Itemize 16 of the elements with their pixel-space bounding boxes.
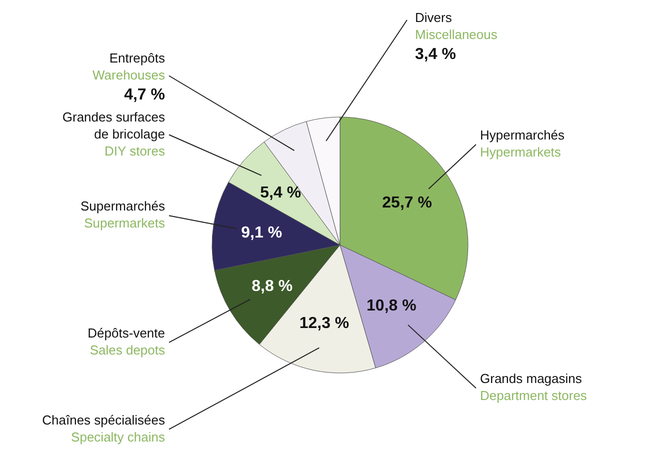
slice-label: Grands magasins Department stores bbox=[480, 371, 588, 404]
data-label: 3,4 % bbox=[415, 46, 456, 63]
slice-label: Supermarchés Supermarkets bbox=[80, 198, 166, 231]
slice-label: Entrepôts Warehouses bbox=[92, 50, 166, 82]
data-label: 25,7 % bbox=[382, 194, 432, 212]
slice-label: Dépôts-vente Sales depots bbox=[88, 325, 166, 358]
data-label: 9,1 % bbox=[241, 224, 282, 242]
slice-label: Grandes surfaces de bricolage DIY stores bbox=[62, 109, 166, 158]
data-label: 12,3 % bbox=[299, 314, 350, 332]
data-label: 8,8 % bbox=[252, 278, 293, 296]
data-label: 10,8 % bbox=[366, 297, 416, 314]
data-label: 4,7 % bbox=[124, 86, 165, 104]
slice-label: Hypermarchés Hypermarkets bbox=[480, 127, 566, 160]
data-label: 5,4 % bbox=[260, 184, 302, 202]
slice-label: Divers Miscellaneous bbox=[415, 10, 498, 42]
slice-label: Chaînes spécialisées Specialty chains bbox=[42, 412, 166, 444]
